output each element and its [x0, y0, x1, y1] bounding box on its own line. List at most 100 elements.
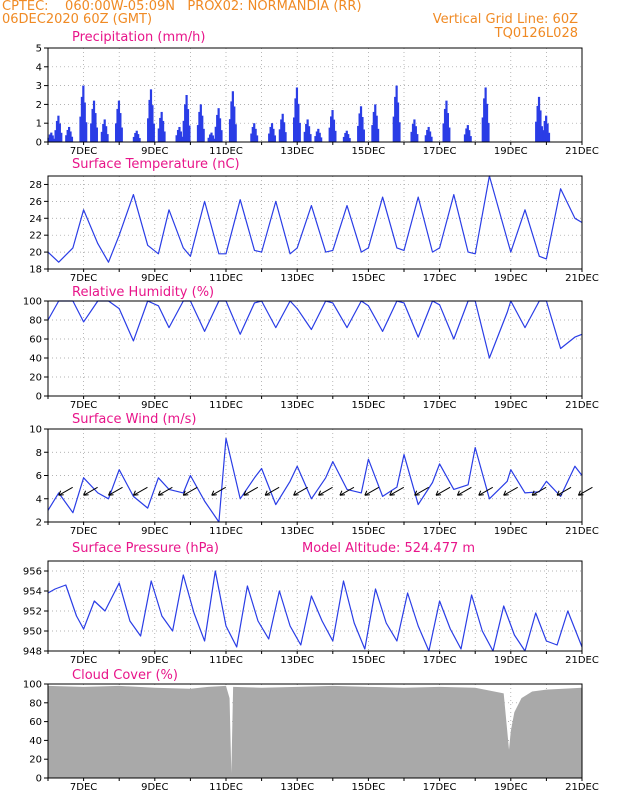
wind-arrow — [435, 486, 451, 496]
wind-arrow — [578, 486, 593, 496]
precip-bar — [468, 130, 471, 142]
x-tick-label: 13DEC — [280, 146, 314, 157]
header-line2: 06DEC2020 60Z (GMT) — [2, 12, 153, 27]
x-tick-label: 15DEC — [352, 146, 386, 157]
y-tick-label: 20 — [29, 373, 42, 384]
precip-bar — [427, 126, 430, 142]
precip-bar — [198, 111, 201, 142]
precip-bar — [119, 113, 122, 142]
x-tick-label: 7DEC — [70, 782, 97, 793]
y-tick-label: 80 — [29, 698, 42, 709]
precip-bar — [148, 99, 151, 142]
precip-bar — [214, 126, 217, 142]
wind-arrow-head — [182, 490, 189, 496]
precip-bar — [94, 113, 97, 142]
wind-arrow-head — [364, 490, 370, 496]
precip-bar — [413, 119, 416, 142]
precip-bar — [66, 129, 69, 142]
precip-bar — [163, 131, 166, 142]
x-tick-label: 15DEC — [352, 273, 386, 284]
x-tick-label: 21DEC — [565, 526, 599, 537]
precip-bar — [375, 115, 378, 142]
precip-bar — [374, 104, 377, 142]
wind-arrow-head — [157, 490, 164, 496]
precip-bar — [95, 127, 98, 142]
precip-bar — [357, 125, 360, 142]
precip-bar — [179, 131, 182, 142]
wind-arrow-head — [389, 490, 395, 496]
panel-title: Precipitation (mm/h) — [72, 30, 205, 45]
precip-bar — [114, 123, 118, 142]
precip-bar — [359, 106, 363, 142]
header-model-id: TQ0126L028 — [494, 26, 578, 41]
y-tick-label: 26 — [29, 197, 42, 208]
precip-bar — [371, 125, 374, 142]
y-tick-label: 100 — [23, 297, 42, 308]
precip-bar — [253, 123, 256, 142]
precip-bar — [295, 87, 299, 142]
series-line — [47, 300, 583, 359]
precip-bar — [79, 116, 82, 142]
precip-bar — [217, 108, 220, 142]
x-tick-label: 9DEC — [141, 526, 168, 537]
precip-bar — [348, 138, 351, 142]
wind-arrow-head — [414, 490, 420, 496]
precip-bar — [546, 123, 549, 142]
precip-bar — [331, 110, 334, 142]
precip-bar — [199, 104, 202, 142]
x-tick-label: 11DEC — [209, 782, 243, 793]
y-tick-label: 2 — [36, 518, 42, 529]
wind-arrow-head — [531, 490, 538, 496]
precip-bar — [466, 125, 469, 142]
precip-bar — [345, 130, 348, 142]
precip-bar — [159, 117, 162, 142]
precip-bar — [68, 126, 71, 142]
x-tick-label: 7DEC — [70, 400, 97, 411]
precip-bar — [175, 135, 178, 142]
precip-bar — [294, 98, 297, 142]
y-tick-label: 24 — [29, 214, 42, 225]
panel-title: Cloud Cover (%) — [72, 668, 178, 683]
wind-arrow — [556, 486, 572, 496]
precip-bar — [137, 134, 140, 142]
precip-bar — [53, 138, 56, 142]
precip-bar — [184, 104, 187, 142]
precip-bar — [398, 122, 401, 142]
x-tick-label: 15DEC — [352, 782, 386, 793]
precip-bar — [178, 126, 181, 142]
precip-bar — [181, 136, 184, 142]
precip-bar — [330, 116, 333, 142]
wind-arrow — [318, 486, 333, 496]
panel-temp: Surface Temperature (nC) 18 20 22 24 26 28 7DEC… — [29, 157, 599, 284]
precip-bar — [484, 87, 487, 142]
wind-arrow — [414, 486, 429, 496]
y-tick-label: 0 — [36, 138, 42, 149]
precip-bar — [278, 129, 281, 142]
panel-title: Surface Temperature (nC) — [72, 157, 240, 172]
x-tick-label: 11DEC — [209, 273, 243, 284]
x-tick-label: 19DEC — [494, 400, 528, 411]
precip-bar — [307, 126, 311, 142]
wind-arrow — [158, 486, 173, 496]
wind-arrow-head — [478, 490, 484, 496]
precip-bar — [216, 114, 219, 142]
precip-bar — [50, 132, 53, 142]
precip-bar — [424, 135, 427, 142]
precip-bar — [332, 119, 336, 142]
precip-bar — [201, 115, 204, 142]
precip-bar — [539, 110, 542, 142]
y-tick-label: 60 — [29, 717, 42, 728]
series-line — [47, 437, 583, 523]
x-tick-label: 17DEC — [423, 655, 457, 666]
wind-arrow — [58, 486, 73, 496]
precip-bar — [463, 134, 467, 142]
precip-bar — [305, 123, 308, 142]
x-tick-label: 9DEC — [141, 146, 168, 157]
panel-pres: Surface Pressure (hPa) Model Altitude: 52… — [23, 541, 599, 666]
wind-arrow-head — [456, 490, 463, 496]
wind-arrow-head — [318, 490, 324, 496]
precip-bar — [228, 119, 232, 142]
x-tick-label: 7DEC — [70, 273, 97, 284]
precip-bar — [377, 128, 380, 142]
precip-bar — [426, 129, 429, 142]
